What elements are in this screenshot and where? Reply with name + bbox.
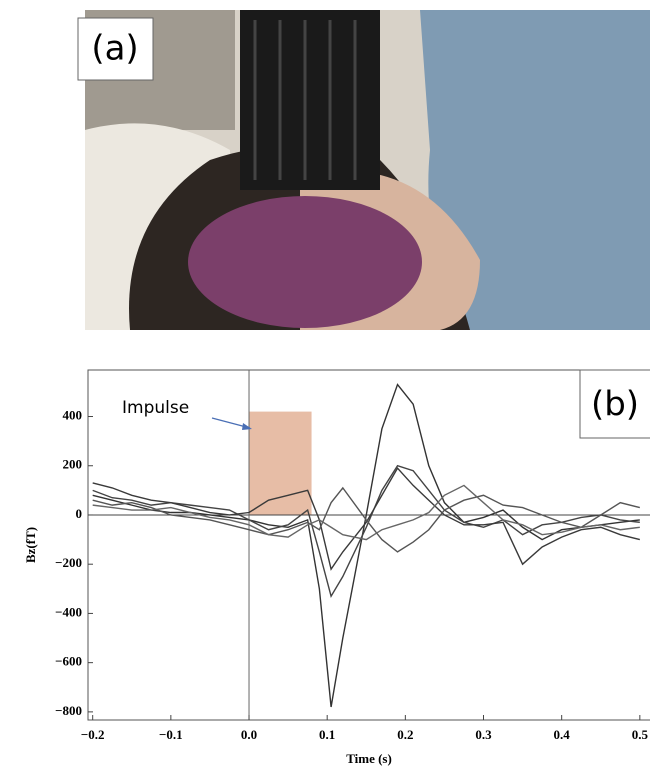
y-tick-label: −600 <box>55 654 82 669</box>
series-line <box>93 488 640 552</box>
panel-label: (a) <box>91 29 138 69</box>
panel-label: (b) <box>591 385 639 425</box>
x-tick-label: 0.3 <box>475 727 492 742</box>
x-tick-label: 0.1 <box>319 727 335 742</box>
y-tick-label: 200 <box>63 457 83 472</box>
y-tick-label: −200 <box>55 555 82 570</box>
x-tick-label: 0.4 <box>554 727 571 742</box>
y-tick-label: −400 <box>55 604 82 619</box>
page: (a) −800 −600 −400 −200 0 200 400 −0.2 −0.1 0.0 0.… <box>0 0 650 771</box>
y-tick-label: 0 <box>76 506 83 521</box>
figure: (a) −800 −600 −400 −200 0 200 400 −0.2 −0.1 0.0 0.… <box>0 0 650 771</box>
x-tick-label: 0.0 <box>241 727 257 742</box>
x-axis-title: Time (s) <box>346 751 392 766</box>
face-mask <box>188 196 422 328</box>
plot-frame <box>88 370 650 720</box>
impulse-box <box>249 412 312 515</box>
x-tick-label: −0.2 <box>81 727 105 742</box>
y-tick-label: 400 <box>63 408 83 423</box>
photo: (a) <box>78 10 650 330</box>
chart: −800 −600 −400 −200 0 200 400 −0.2 −0.1 0.0 0.1 0.2… <box>23 370 650 766</box>
series-line <box>93 385 640 707</box>
x-tick-label: 0.2 <box>397 727 413 742</box>
x-tick-label: −0.1 <box>159 727 183 742</box>
y-tick-label: −800 <box>55 703 82 718</box>
annotation: Impulse <box>122 398 189 418</box>
sensor-array <box>240 10 380 190</box>
y-axis-title: Bz(fT) <box>23 527 38 563</box>
x-tick-label: 0.5 <box>632 727 649 742</box>
